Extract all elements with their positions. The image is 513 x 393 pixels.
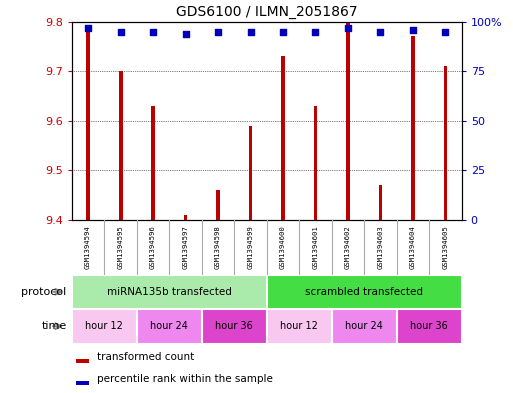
Bar — [72, 309, 137, 344]
Bar — [313, 106, 318, 220]
Point — [84, 24, 92, 31]
Text: miRNA135b transfected: miRNA135b transfected — [107, 287, 232, 297]
Point — [377, 28, 385, 35]
Bar — [267, 275, 462, 309]
Text: GSM1394594: GSM1394594 — [85, 226, 91, 270]
Bar — [216, 190, 220, 220]
Text: hour 24: hour 24 — [150, 321, 188, 331]
Text: GSM1394600: GSM1394600 — [280, 226, 286, 270]
Bar — [249, 126, 252, 220]
Text: time: time — [42, 321, 67, 331]
Title: GDS6100 / ILMN_2051867: GDS6100 / ILMN_2051867 — [176, 5, 358, 19]
Text: GSM1394595: GSM1394595 — [117, 226, 124, 270]
Text: GSM1394596: GSM1394596 — [150, 226, 156, 270]
Text: GSM1394598: GSM1394598 — [215, 226, 221, 270]
Point — [182, 30, 190, 37]
Bar — [332, 309, 397, 344]
Bar — [76, 381, 89, 384]
Bar — [281, 56, 285, 220]
Bar — [72, 275, 267, 309]
Point — [344, 24, 352, 31]
Bar — [151, 106, 155, 220]
Text: hour 24: hour 24 — [345, 321, 383, 331]
Point — [409, 26, 417, 33]
Bar — [397, 309, 462, 344]
Text: GSM1394597: GSM1394597 — [183, 226, 189, 270]
Text: GSM1394604: GSM1394604 — [410, 226, 416, 270]
Text: scrambled transfected: scrambled transfected — [305, 287, 423, 297]
Bar — [346, 22, 350, 220]
Text: GSM1394602: GSM1394602 — [345, 226, 351, 270]
Point — [246, 28, 254, 35]
Text: GSM1394605: GSM1394605 — [442, 226, 448, 270]
Text: GSM1394599: GSM1394599 — [247, 226, 253, 270]
Point — [214, 28, 222, 35]
Bar — [184, 215, 187, 220]
Bar — [444, 66, 447, 220]
Text: transformed count: transformed count — [97, 353, 194, 362]
Point — [311, 28, 320, 35]
Text: protocol: protocol — [22, 287, 67, 297]
Bar — [379, 185, 382, 220]
Bar — [76, 359, 89, 363]
Point — [116, 28, 125, 35]
Text: hour 12: hour 12 — [280, 321, 318, 331]
Text: GSM1394601: GSM1394601 — [312, 226, 319, 270]
Bar — [411, 37, 415, 220]
Bar — [119, 71, 123, 220]
Text: GSM1394603: GSM1394603 — [378, 226, 384, 270]
Bar — [267, 309, 332, 344]
Text: hour 12: hour 12 — [85, 321, 123, 331]
Text: hour 36: hour 36 — [215, 321, 253, 331]
Point — [441, 28, 449, 35]
Point — [149, 28, 157, 35]
Text: hour 36: hour 36 — [410, 321, 448, 331]
Bar — [202, 309, 267, 344]
Bar — [137, 309, 202, 344]
Bar — [86, 27, 90, 220]
Text: percentile rank within the sample: percentile rank within the sample — [97, 374, 273, 384]
Point — [279, 28, 287, 35]
